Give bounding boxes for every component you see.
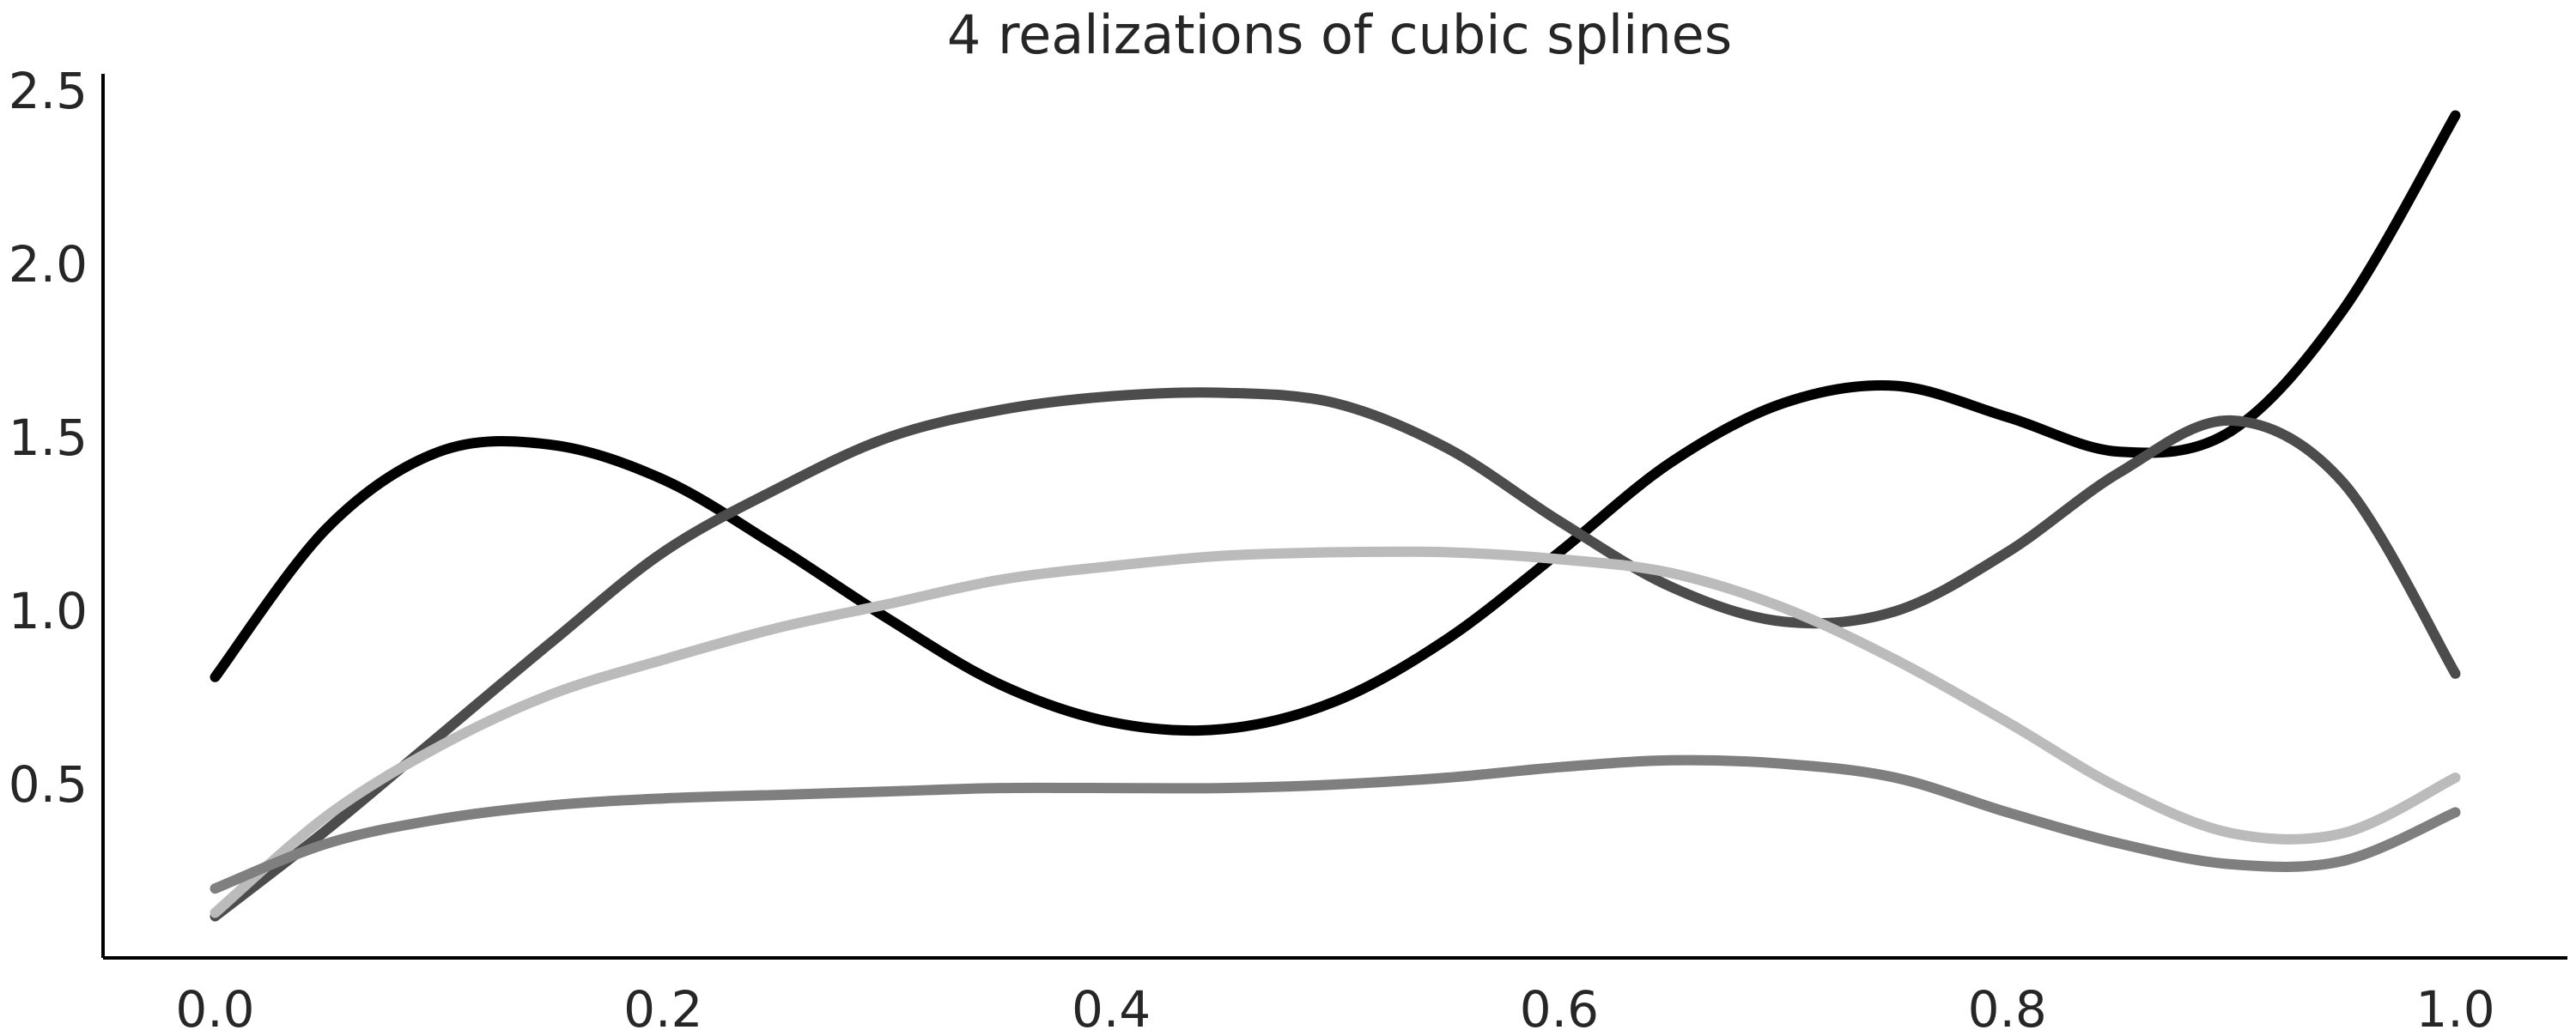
series-lines — [210, 110, 2461, 922]
x-tick-label: 0.6 — [1520, 980, 1599, 1030]
x-tick-label: 1.0 — [2415, 980, 2494, 1030]
x-tick-label: 0.2 — [623, 980, 702, 1030]
spline-line-1 — [210, 110, 2461, 736]
spline-line-2 — [210, 387, 2461, 922]
y-tick-label: 2.0 — [9, 235, 88, 294]
chart-title: 4 realizations of cubic splines — [947, 3, 1732, 66]
x-tick-label: 0.4 — [1072, 980, 1151, 1030]
spline-line-4 — [210, 754, 2461, 894]
y-tick-label: 1.5 — [9, 409, 88, 467]
x-axis-ticks: 0.0 0.2 0.4 0.6 0.8 1.0 — [175, 980, 2494, 1030]
x-tick-label: 0.0 — [175, 980, 254, 1030]
y-tick-label: 2.5 — [9, 62, 88, 120]
spline-line-3 — [210, 546, 2461, 918]
y-axis-ticks: 0.5 1.0 1.5 2.0 2.5 — [9, 62, 88, 814]
x-tick-label: 0.8 — [1968, 980, 2047, 1030]
y-tick-label: 1.0 — [9, 582, 88, 640]
y-tick-label: 0.5 — [9, 755, 88, 814]
